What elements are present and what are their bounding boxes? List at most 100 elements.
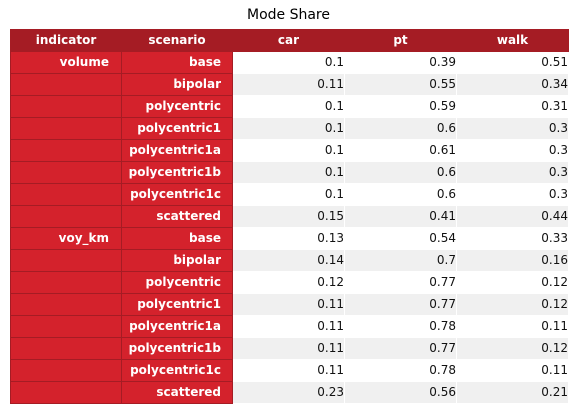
table-row: polycentric 0.12 0.77 0.12 — [10, 271, 569, 294]
cell-walk: 0.3 — [456, 183, 569, 206]
column-header-pt: pt — [344, 29, 457, 52]
row-indicator-cell: voy_km — [10, 227, 122, 250]
cell-walk: 0.34 — [456, 73, 569, 96]
row-scenario-cell: polycentric1c — [121, 183, 233, 206]
table-row: scattered 0.15 0.41 0.44 — [10, 205, 569, 228]
row-scenario-cell: bipolar — [121, 249, 233, 272]
cell-walk: 0.11 — [456, 315, 569, 338]
table-row: bipolar 0.14 0.7 0.16 — [10, 249, 569, 272]
row-scenario-cell: polycentric — [121, 271, 233, 294]
cell-walk: 0.12 — [456, 293, 569, 316]
chart-title: Mode Share — [247, 7, 330, 23]
table-row: polycentric1b 0.11 0.77 0.12 — [10, 337, 569, 360]
column-header-car: car — [232, 29, 345, 52]
row-indicator-cell — [10, 139, 122, 162]
row-indicator-cell — [10, 183, 122, 206]
row-indicator-cell — [10, 271, 122, 294]
cell-car: 0.15 — [232, 205, 345, 228]
row-scenario-cell: polycentric — [121, 95, 233, 118]
table-row: polycentric1b 0.1 0.6 0.3 — [10, 161, 569, 184]
cell-pt: 0.7 — [344, 249, 457, 272]
cell-car: 0.1 — [232, 161, 345, 184]
cell-walk: 0.3 — [456, 139, 569, 162]
row-scenario-cell: polycentric1 — [121, 117, 233, 140]
row-indicator-cell — [10, 359, 122, 382]
cell-walk: 0.3 — [456, 161, 569, 184]
row-indicator-cell: volume — [10, 51, 122, 74]
cell-pt: 0.55 — [344, 73, 457, 96]
table-row: polycentric1a 0.1 0.61 0.3 — [10, 139, 569, 162]
header-row: indicator scenario car pt walk — [10, 29, 569, 52]
index-header-scenario: scenario — [121, 29, 233, 52]
row-scenario-cell: polycentric1a — [121, 315, 233, 338]
table-row: scattered 0.23 0.56 0.21 — [10, 381, 569, 404]
table-row: polycentric1 0.1 0.6 0.3 — [10, 117, 569, 140]
row-indicator-cell — [10, 95, 122, 118]
cell-pt: 0.78 — [344, 359, 457, 382]
cell-pt: 0.61 — [344, 139, 457, 162]
table-row: polycentric 0.1 0.59 0.31 — [10, 95, 569, 118]
cell-pt: 0.54 — [344, 227, 457, 250]
cell-car: 0.11 — [232, 359, 345, 382]
table-body: volume base 0.1 0.39 0.51 bipolar 0.11 0.55 0.34… — [10, 51, 569, 404]
cell-walk: 0.12 — [456, 337, 569, 360]
cell-pt: 0.6 — [344, 183, 457, 206]
cell-walk: 0.44 — [456, 205, 569, 228]
cell-car: 0.11 — [232, 73, 345, 96]
cell-pt: 0.41 — [344, 205, 457, 228]
cell-pt: 0.56 — [344, 381, 457, 404]
cell-car: 0.1 — [232, 117, 345, 140]
cell-walk: 0.12 — [456, 271, 569, 294]
cell-car: 0.11 — [232, 315, 345, 338]
column-header-walk: walk — [456, 29, 569, 52]
table-row: polycentric1 0.11 0.77 0.12 — [10, 293, 569, 316]
table-row: polycentric1c 0.11 0.78 0.11 — [10, 359, 569, 382]
cell-car: 0.1 — [232, 183, 345, 206]
row-scenario-cell: scattered — [121, 381, 233, 404]
table-row: polycentric1a 0.11 0.78 0.11 — [10, 315, 569, 338]
cell-walk: 0.31 — [456, 95, 569, 118]
index-header-indicator: indicator — [10, 29, 122, 52]
row-scenario-cell: bipolar — [121, 73, 233, 96]
row-scenario-cell: polycentric1b — [121, 337, 233, 360]
cell-pt: 0.77 — [344, 337, 457, 360]
cell-car: 0.12 — [232, 271, 345, 294]
cell-pt: 0.6 — [344, 161, 457, 184]
cell-walk: 0.11 — [456, 359, 569, 382]
cell-walk: 0.33 — [456, 227, 569, 250]
cell-pt: 0.77 — [344, 271, 457, 294]
row-indicator-cell — [10, 117, 122, 140]
cell-walk: 0.51 — [456, 51, 569, 74]
table-row: volume base 0.1 0.39 0.51 — [10, 51, 569, 74]
row-indicator-cell — [10, 73, 122, 96]
cell-pt: 0.59 — [344, 95, 457, 118]
cell-pt: 0.39 — [344, 51, 457, 74]
cell-walk: 0.3 — [456, 117, 569, 140]
row-scenario-cell: polycentric1c — [121, 359, 233, 382]
row-indicator-cell — [10, 249, 122, 272]
cell-pt: 0.77 — [344, 293, 457, 316]
row-scenario-cell: scattered — [121, 205, 233, 228]
table-row: bipolar 0.11 0.55 0.34 — [10, 73, 569, 96]
cell-car: 0.11 — [232, 293, 345, 316]
cell-car: 0.1 — [232, 139, 345, 162]
row-scenario-cell: base — [121, 227, 233, 250]
cell-pt: 0.6 — [344, 117, 457, 140]
cell-car: 0.14 — [232, 249, 345, 272]
row-scenario-cell: polycentric1a — [121, 139, 233, 162]
row-scenario-cell: polycentric1 — [121, 293, 233, 316]
cell-car: 0.13 — [232, 227, 345, 250]
row-indicator-cell — [10, 337, 122, 360]
cell-pt: 0.78 — [344, 315, 457, 338]
table-row: voy_km base 0.13 0.54 0.33 — [10, 227, 569, 250]
cell-walk: 0.21 — [456, 381, 569, 404]
cell-walk: 0.16 — [456, 249, 569, 272]
row-scenario-cell: base — [121, 51, 233, 74]
row-scenario-cell: polycentric1b — [121, 161, 233, 184]
row-indicator-cell — [10, 381, 122, 404]
cell-car: 0.11 — [232, 337, 345, 360]
cell-car: 0.23 — [232, 381, 345, 404]
row-indicator-cell — [10, 315, 122, 338]
table-row: polycentric1c 0.1 0.6 0.3 — [10, 183, 569, 206]
cell-car: 0.1 — [232, 95, 345, 118]
